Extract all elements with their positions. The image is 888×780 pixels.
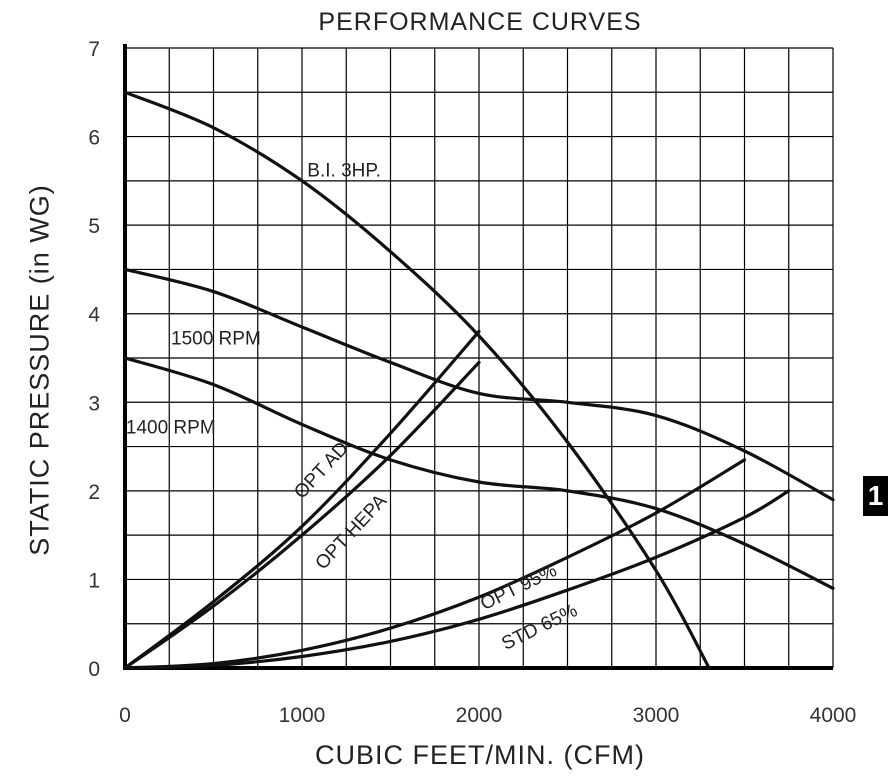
y-tick-label: 1 xyxy=(88,569,100,592)
x-tick-label: 2000 xyxy=(456,704,503,727)
y-tick-label: 6 xyxy=(88,127,100,150)
series-line-std-65 xyxy=(123,489,791,670)
x-tick-label: 4000 xyxy=(810,704,857,727)
series-label-1400-rpm: 1400 RPM xyxy=(126,417,216,438)
chart-title: PERFORMANCE CURVES xyxy=(318,8,642,36)
series-label-opt-ad: OPT AD xyxy=(290,438,353,503)
series-line-opt-hepa xyxy=(123,360,481,670)
y-tick-label: 0 xyxy=(88,658,100,681)
x-axis-label: CUBIC FEET/MIN. (CFM) xyxy=(315,740,645,770)
series-line-opt-95 xyxy=(123,458,747,670)
y-tick-label: 3 xyxy=(88,392,100,415)
y-tick-label: 5 xyxy=(88,215,100,238)
y-tick-label: 4 xyxy=(88,304,100,327)
y-tick-label: 7 xyxy=(88,38,100,61)
series-line-1500-rpm xyxy=(123,267,835,502)
series-line-1400-rpm xyxy=(123,356,835,590)
series-label-b-i-3hp: B.I. 3HP. xyxy=(307,160,381,181)
page-badge: 1 xyxy=(863,476,888,516)
series-label-1500-rpm: 1500 RPM xyxy=(171,329,261,350)
y-tick-label: 2 xyxy=(88,481,100,504)
x-tick-label: 1000 xyxy=(279,704,326,727)
x-tick-label: 3000 xyxy=(633,704,680,727)
series-line-opt-ad xyxy=(123,329,481,670)
series-line-b-i-3hp xyxy=(123,90,711,670)
x-tick-label: 0 xyxy=(119,704,131,727)
